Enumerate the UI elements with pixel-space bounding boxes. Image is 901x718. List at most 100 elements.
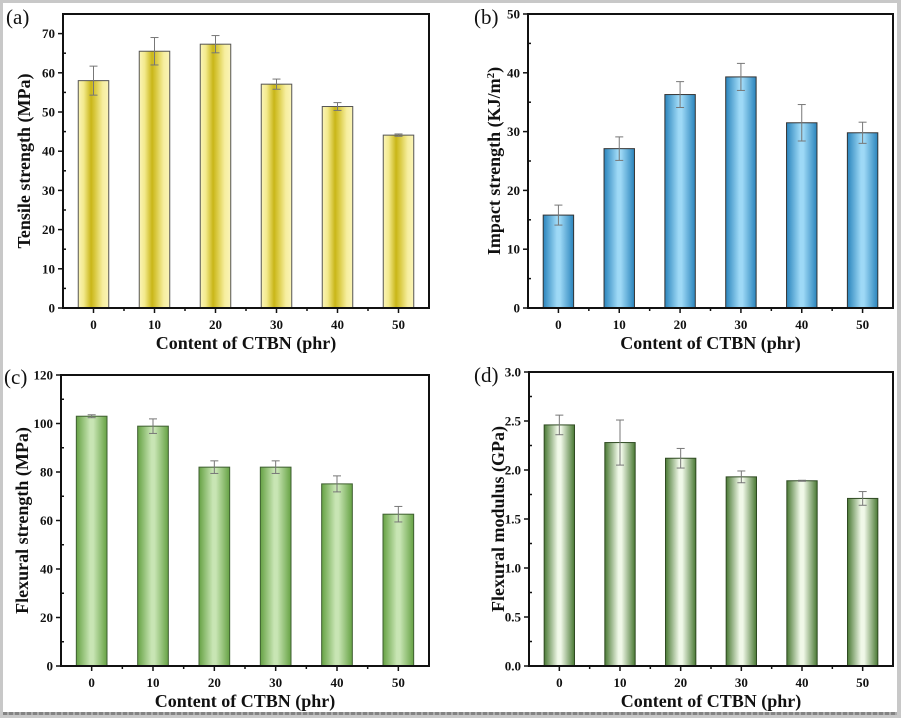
bar-10 [603,148,635,309]
bar-40 [321,106,354,309]
y-tick-label: 0 [514,301,521,316]
y-tick-label: 3.0 [505,365,521,380]
y-tick-label: 1.5 [505,512,522,527]
y-axis-title: Flexural strength (MPa) [12,427,33,614]
y-tick-label: 20 [40,610,53,625]
error-bar-40 [798,479,806,482]
bar-30 [725,76,757,309]
axes-frame [528,371,894,667]
bar-50 [382,134,415,309]
error-bar-20 [210,460,219,474]
x-tick-label: 20 [209,317,222,332]
y-tick-label: 60 [40,513,53,528]
x-axis-title: Content of CTBN (phr) [620,333,801,354]
x-tick-label: 20 [208,675,221,690]
x-tick-label: 0 [556,675,563,690]
chart-panel-b: (b) 0 10 20 30 40 50 0 10 20 30 40 50 Content of CTBN… [474,5,894,354]
x-axis-title: Content of CTBN (phr) [621,691,802,712]
y-tick-label: 0 [49,301,56,316]
error-bar-0 [87,414,96,419]
bar-50 [847,497,879,667]
x-tick-label: 50 [856,675,869,690]
panel-label: (a) [6,5,29,29]
y-axis-title: Tensile strength (MPa) [14,74,35,249]
y-tick-label: 30 [42,183,55,198]
axes-frame [60,374,430,667]
y-tick-label: 50 [507,7,520,22]
error-bar-20 [211,35,220,54]
y-tick-label: 40 [507,65,520,80]
y-tick-label: 50 [42,105,55,120]
y-tick-label: 20 [507,183,520,198]
bar-30 [725,476,758,667]
y-tick-label: 0 [47,659,54,674]
bar-0 [543,424,576,667]
chart-panel-a: (a) 0 10 20 30 40 50 60 70 0 10 20 30 40 50 Content of … [6,5,430,354]
panel-label: (c) [4,365,27,389]
bar-30 [260,83,293,309]
x-tick-label: 30 [734,317,747,332]
y-axis-title-text: Flexural strength (MPa) [12,427,33,614]
y-tick-label: 20 [42,222,55,237]
x-tick-label: 40 [331,675,344,690]
y-tick-label: 70 [42,26,55,41]
error-bar-40 [333,475,341,493]
chart-panel-c: (c) 0 20 40 60 80 100 120 0 10 20 30 40 50 Content of … [4,365,430,712]
axes-frame [527,13,894,309]
error-bar-50 [394,505,403,523]
error-bar-40 [333,102,342,111]
bar-40 [786,480,818,667]
bar-20 [665,457,697,667]
x-tick-label: 10 [613,317,626,332]
y-tick-label: 40 [40,562,53,577]
x-tick-label: 0 [88,675,95,690]
x-tick-label: 50 [392,675,405,690]
y-tick-label: 40 [42,144,55,159]
error-bar-0 [555,414,564,436]
panel-label: (b) [474,5,499,29]
y-tick-label: 10 [42,261,55,276]
bar-40 [786,122,818,309]
y-tick-label: 2.5 [505,414,522,429]
bar-50 [382,513,415,667]
y-tick-label: 2.0 [505,463,521,478]
bar-30 [259,466,292,667]
x-tick-label: 0 [90,317,97,332]
x-tick-label: 10 [614,675,627,690]
error-bar-0 [89,65,98,96]
x-axis-title: Content of CTBN (phr) [156,333,337,354]
y-axis-title: Flexural modulus (GPa) [488,426,509,612]
error-bar-0 [554,204,563,226]
y-tick-label: 0.0 [505,659,521,674]
error-bar-20 [676,81,685,108]
panel-label: (d) [474,363,499,387]
error-bar-30 [736,62,745,91]
x-axis-title: Content of CTBN (phr) [155,691,336,712]
y-tick-label: 30 [507,124,520,139]
error-bar-50 [858,121,867,144]
error-bar-30 [271,460,280,474]
bar-20 [198,466,231,667]
error-bar-50 [858,491,867,506]
y-tick-label: 120 [34,368,54,383]
x-tick-label: 40 [331,317,344,332]
y-tick-label: 1.0 [505,561,521,576]
x-tick-label: 20 [674,675,687,690]
x-tick-label: 40 [795,317,808,332]
x-tick-label: 10 [147,675,160,690]
error-bar-40 [797,104,806,142]
y-tick-label: 60 [42,65,55,80]
x-tick-label: 30 [269,675,282,690]
error-bar-10 [150,37,159,66]
error-bar-10 [149,418,157,434]
y-axis-title-text: Impact strength (KJ/m [484,78,505,255]
x-tick-label: 20 [674,317,687,332]
chart-panel-d: (d) 0.0 0.5 1.0 1.5 2.0 2.5 3.0 0 10 20 30 40 50 Conte… [474,363,894,712]
y-tick-label: 0.5 [505,610,522,625]
axes-frame [62,13,430,309]
x-tick-label: 50 [856,317,869,332]
error-bar-30 [272,78,281,90]
y-axis-title: Impact strength (KJ/m2) [484,67,505,255]
error-bar-50 [394,133,403,137]
bar-10 [138,50,171,309]
